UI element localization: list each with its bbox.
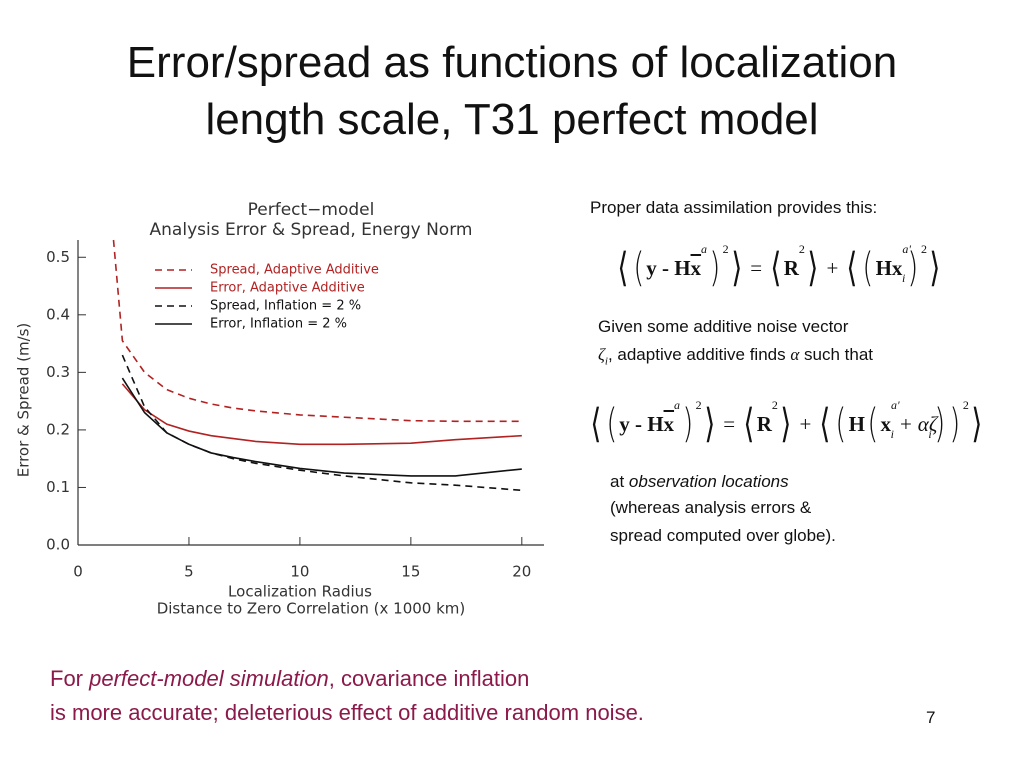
x-tick-label: 20 (512, 563, 531, 581)
equation-token: ⟩ (780, 401, 792, 447)
equation-token: ) (934, 401, 945, 447)
y-tick-label: 0.0 (46, 536, 70, 554)
equation-token: ⟨ (770, 245, 782, 291)
equation-token: ⟨ (846, 245, 858, 291)
y-axis-label: Error & Spread (m/s) (15, 323, 33, 478)
equation-token: ζ (928, 411, 938, 436)
x-axis-sublabel: Distance to Zero Correlation (x 1000 km) (157, 600, 466, 618)
equation-token: R (783, 255, 799, 280)
equation-token: ⟩ (929, 245, 941, 291)
equation-token: y - H (619, 411, 664, 436)
equation-token: ( (867, 401, 879, 447)
y-tick-label: 0.1 (46, 478, 70, 496)
subscript: i (604, 355, 608, 368)
y-tick-label: 0.2 (46, 420, 70, 438)
y-tick-label: 0.4 (46, 305, 70, 323)
legend-label: Error, Inflation = 2 % (210, 317, 347, 332)
legend-label: Spread, Inflation = 2 % (210, 299, 361, 314)
equation-token: y - H (646, 255, 691, 280)
equation-token: x (690, 255, 702, 280)
equation-token: 2 (798, 242, 805, 256)
noise-text: Given some additive noise vector (598, 317, 849, 336)
location-text: spread computed over globe). (610, 526, 836, 545)
conclusion-text: For perfect-model simulation, covariance… (50, 666, 529, 692)
chart-title: Perfect−model (248, 200, 375, 220)
equation-token: + (899, 411, 912, 436)
location-text: at observation locations (610, 472, 789, 492)
equation-token: ⟩ (807, 245, 819, 291)
equation-token: x (663, 411, 675, 436)
symbol: ζ (598, 345, 605, 364)
equation-token: ⟨ (590, 401, 602, 447)
symbol: α (790, 345, 800, 364)
series-line (121, 377, 522, 477)
equation-token: a' (902, 242, 911, 256)
x-tick-label: 15 (401, 563, 420, 581)
equation-token: ⟨ (617, 245, 629, 291)
page-number: 7 (926, 708, 936, 727)
equation-token: 2 (920, 242, 927, 256)
equation-token: ( (862, 245, 874, 291)
text: For (50, 666, 90, 691)
equation-token: ) (682, 401, 694, 447)
equation-token: + (826, 255, 839, 280)
equation-token: i (901, 271, 906, 285)
location-text: (whereas analysis errors & (610, 498, 812, 517)
legend-label: Error, Adaptive Additive (210, 281, 365, 296)
equation-token: + (799, 411, 812, 436)
slide-title-line: Error/spread as functions of localizatio… (126, 38, 898, 87)
equation-token: 2 (771, 398, 778, 412)
equation-token: ) (709, 245, 721, 291)
equation-token: ⟩ (730, 245, 742, 291)
x-axis-label: Localization Radius (228, 583, 372, 601)
text: , adaptive additive finds (607, 345, 791, 364)
equation-token: x (880, 411, 892, 436)
equation-token: ⟨ (743, 401, 755, 447)
equation-token: H (848, 411, 865, 436)
x-tick-label: 5 (184, 563, 194, 581)
equation-token: ( (605, 401, 617, 447)
noise-text: ζi, adaptive additive finds α such that (598, 345, 873, 367)
equation-token: ⟩ (703, 401, 715, 447)
conclusion-text: is more accurate; deleterious effect of … (50, 700, 644, 725)
equation-token: ⟨ (819, 401, 831, 447)
equation-token: 2 (695, 398, 702, 412)
equation-token: = (750, 255, 763, 280)
equation-token: i (890, 427, 894, 441)
equation-token: i (928, 427, 932, 441)
equation-token: 2 (722, 242, 729, 256)
slide-title-line: length scale, T31 perfect model (205, 95, 819, 144)
legend-label: Spread, Adaptive Additive (210, 263, 379, 278)
equation-token: a' (891, 398, 900, 412)
equation-token: a (701, 242, 708, 256)
y-tick-label: 0.3 (46, 363, 70, 381)
x-tick-label: 0 (73, 563, 83, 581)
equation-token: H (875, 255, 892, 280)
equation-token: ) (949, 401, 961, 447)
equation-token: a (674, 398, 681, 412)
equation-token: x (891, 255, 903, 280)
x-tick-label: 10 (290, 563, 309, 581)
y-tick-label: 0.5 (46, 248, 70, 266)
emphasis: perfect-model simulation (89, 666, 329, 691)
emphasis: observation locations (628, 472, 789, 491)
text: , covariance inflation (328, 666, 530, 691)
text: such that (799, 345, 874, 364)
equation-token: α (917, 411, 929, 436)
equation-token: ⟩ (971, 401, 983, 447)
equation-token: ( (632, 245, 644, 291)
chart-subtitle: Analysis Error & Spread, Energy Norm (150, 220, 473, 240)
text: at (610, 472, 629, 491)
equation-token: 2 (962, 398, 969, 412)
equation-token: R (756, 411, 772, 436)
series-line (121, 383, 522, 446)
intro-text: Proper data assimilation provides this: (590, 198, 878, 217)
equation-token: ( (835, 401, 847, 447)
equation-token: ) (907, 245, 919, 291)
equation-token: = (723, 411, 736, 436)
